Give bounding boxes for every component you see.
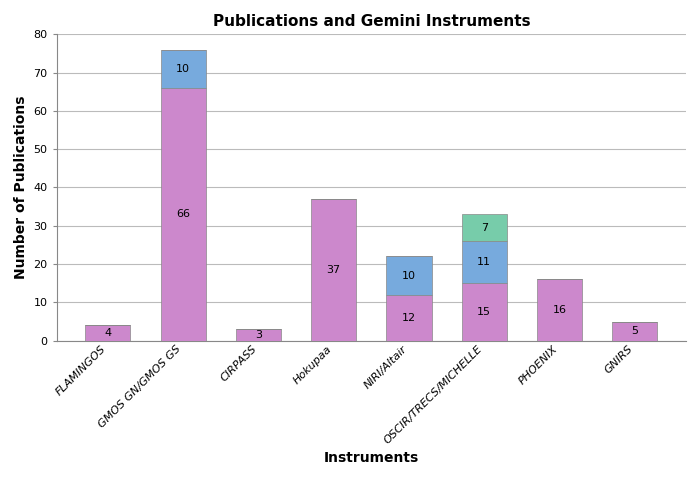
Bar: [537, 279, 582, 341]
Text: 5: 5: [631, 326, 638, 336]
Bar: [386, 256, 432, 295]
Bar: [386, 295, 432, 341]
Bar: [160, 49, 206, 88]
X-axis label: Instruments: Instruments: [323, 451, 419, 465]
Bar: [311, 199, 356, 341]
Title: Publications and Gemini Instruments: Publications and Gemini Instruments: [213, 14, 530, 29]
Text: 3: 3: [255, 330, 262, 340]
Text: 7: 7: [481, 223, 488, 233]
Text: 66: 66: [176, 209, 190, 219]
Text: 37: 37: [327, 265, 341, 275]
Text: 4: 4: [104, 328, 111, 338]
Bar: [160, 88, 206, 341]
Bar: [462, 241, 507, 283]
Text: 15: 15: [477, 307, 491, 317]
Bar: [85, 325, 130, 341]
Text: 16: 16: [552, 305, 566, 315]
Bar: [462, 283, 507, 341]
Bar: [236, 329, 281, 341]
Text: 10: 10: [176, 64, 190, 74]
Bar: [612, 321, 657, 341]
Text: 12: 12: [402, 313, 416, 323]
Text: 11: 11: [477, 257, 491, 267]
Y-axis label: Number of Publications: Number of Publications: [14, 96, 28, 279]
Bar: [462, 214, 507, 241]
Text: 10: 10: [402, 271, 416, 281]
